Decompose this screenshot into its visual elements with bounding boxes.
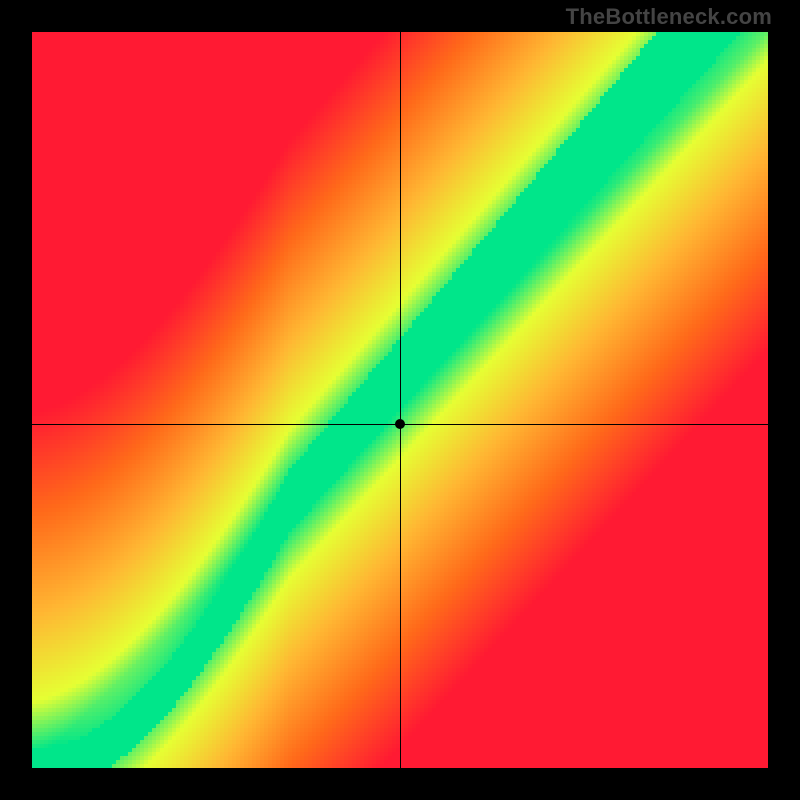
marker-dot — [395, 419, 405, 429]
watermark-text: TheBottleneck.com — [566, 4, 772, 30]
crosshair-vertical — [400, 32, 401, 768]
plot-area — [32, 32, 768, 768]
chart-container: TheBottleneck.com — [0, 0, 800, 800]
